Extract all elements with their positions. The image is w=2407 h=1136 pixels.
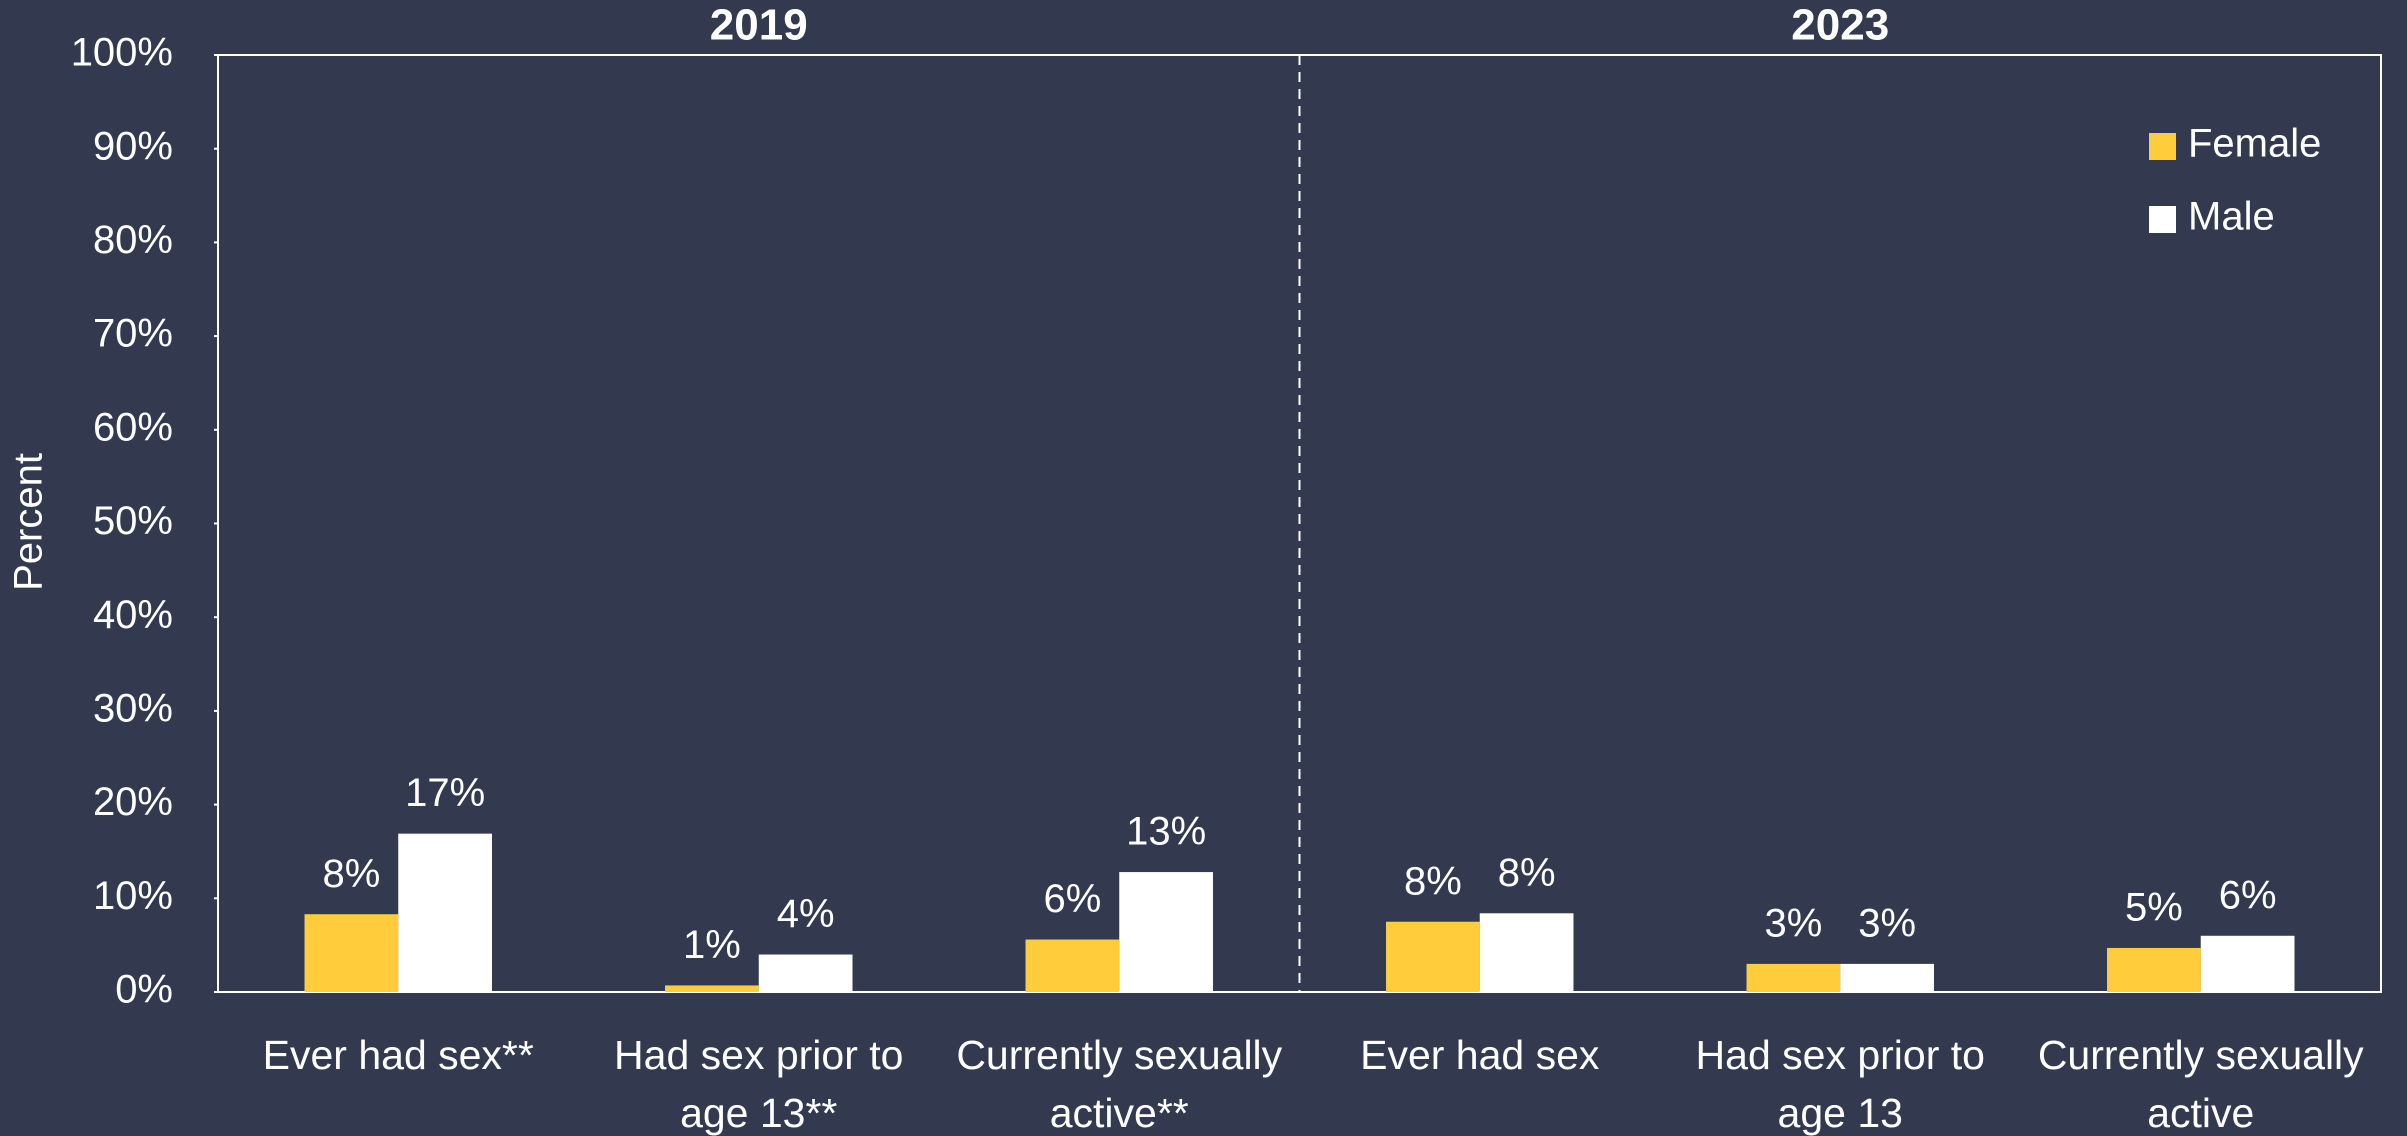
value-label: 6% <box>1043 877 1101 921</box>
x-tick-label: Ever had sex <box>1360 1032 1600 1078</box>
bar <box>398 833 492 992</box>
y-tick-label: 20% <box>93 780 173 824</box>
y-tick-label: 50% <box>93 499 173 543</box>
value-label: 5% <box>2125 886 2183 930</box>
y-tick-label: 60% <box>93 405 173 449</box>
x-tick-label: Currently sexually active** <box>956 1032 1283 1136</box>
value-label: 3% <box>1858 901 1916 945</box>
bar <box>1386 921 1480 992</box>
legend-swatch <box>2149 206 2176 233</box>
bar <box>1119 872 1213 992</box>
x-tick-label: Had sex prior to age 13 <box>1695 1032 1985 1136</box>
x-tick-label: Currently sexually active <box>2037 1032 2364 1136</box>
value-label: 8% <box>322 852 380 896</box>
y-tick-label: 80% <box>93 218 173 262</box>
bar <box>1840 963 1934 992</box>
y-tick-label: 40% <box>93 593 173 637</box>
bar <box>758 954 853 992</box>
x-tick-label: Ever had sex** <box>262 1032 534 1078</box>
bar <box>2200 935 2295 992</box>
group-label: 2023 <box>1791 1 1889 50</box>
y-tick-label: 10% <box>93 874 173 918</box>
group-label: 2019 <box>710 1 808 50</box>
y-axis-title: Percent <box>7 453 51 591</box>
legend-swatch <box>2149 133 2176 160</box>
value-label: 8% <box>1404 859 1462 903</box>
y-tick-label: 30% <box>93 686 173 730</box>
value-label: 17% <box>405 771 485 815</box>
value-label: 1% <box>683 923 741 967</box>
x-tick-label: Had sex prior to age 13** <box>614 1032 904 1136</box>
value-label: 13% <box>1126 810 1206 854</box>
y-tick-label: 100% <box>71 31 173 75</box>
bar <box>665 985 759 992</box>
bar <box>2107 947 2201 992</box>
bar <box>304 914 399 992</box>
value-label: 4% <box>777 892 835 936</box>
value-label: 6% <box>2219 873 2277 917</box>
y-tick-label: 0% <box>115 968 173 1012</box>
bar <box>1025 939 1120 992</box>
bar <box>1746 963 1841 992</box>
legend-label: Female <box>2188 122 2321 166</box>
y-tick-label: 90% <box>93 124 173 168</box>
y-tick-label: 70% <box>93 312 173 356</box>
value-label: 8% <box>1498 851 1556 895</box>
legend-label: Male <box>2188 195 2275 239</box>
bar <box>1479 913 1574 992</box>
value-label: 3% <box>1764 901 1822 945</box>
